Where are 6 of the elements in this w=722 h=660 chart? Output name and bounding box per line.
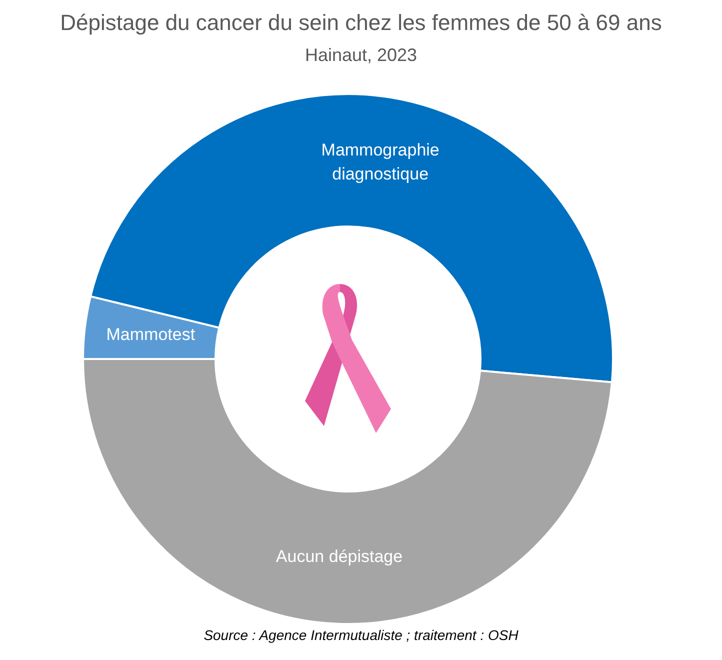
chart-title: Dépistage du cancer du sein chez les femmes de 50 à 69 ans — [59, 10, 663, 36]
slice-label: Aucun dépistage — [276, 547, 403, 566]
slice-label: Mammographie diagnostique — [321, 140, 440, 184]
source-note: Source : Agence Intermutualiste ; traitement : OSH — [202, 627, 520, 643]
slice-label: Mammotest — [106, 325, 196, 344]
chart-subtitle: Hainaut, 2023 — [304, 45, 418, 66]
